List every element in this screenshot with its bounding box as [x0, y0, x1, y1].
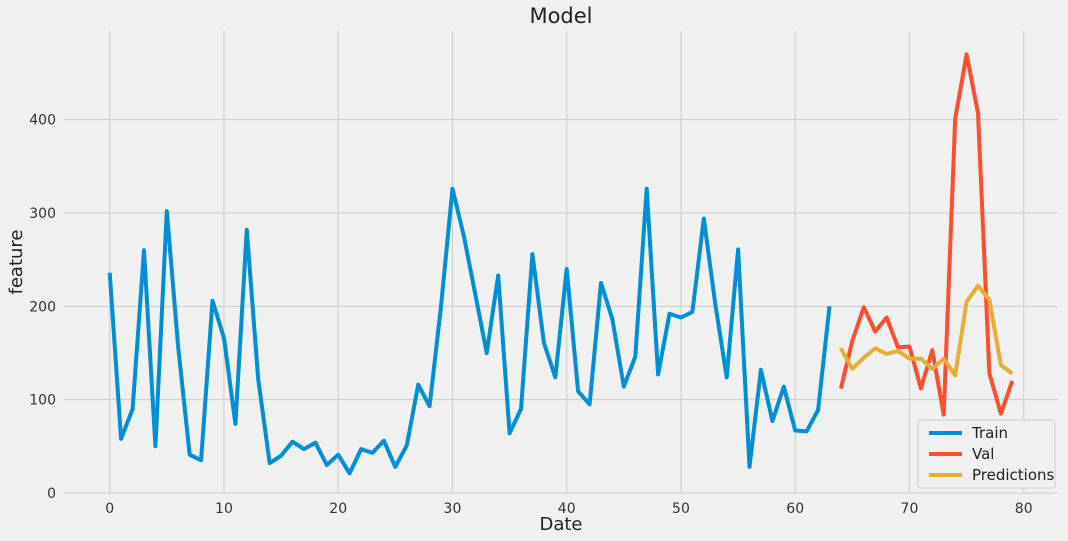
y-tick-label: 0 [47, 486, 56, 502]
x-tick-label: 30 [444, 501, 462, 517]
legend-label-predictions: Predictions [972, 466, 1055, 484]
x-tick-label: 0 [105, 501, 114, 517]
legend-box [917, 419, 1056, 489]
series-line-train [107, 186, 832, 476]
series-line-predictions [839, 283, 1014, 378]
legend-label-train: Train [971, 424, 1008, 442]
chart-title: Model [529, 4, 592, 28]
series-line-val [838, 52, 1015, 417]
y-tick-label: 200 [29, 299, 56, 315]
x-tick-label: 70 [901, 501, 919, 517]
y-axis-title: feature [6, 230, 27, 295]
x-tick-label: 50 [672, 501, 690, 517]
x-axis-title: Date [539, 514, 582, 535]
x-tick-label: 40 [558, 501, 576, 517]
x-tick-label: 20 [329, 501, 347, 517]
y-tick-label: 100 [29, 393, 56, 409]
plot-area [107, 52, 1015, 476]
x-tick-label: 80 [1015, 501, 1033, 517]
grid [64, 31, 1058, 494]
legend: Train Val Predictions [917, 419, 1056, 489]
x-axis-ticks: 0 10 20 30 40 50 60 70 80 [105, 501, 1032, 517]
x-tick-label: 10 [215, 501, 233, 517]
legend-label-val: Val [972, 445, 994, 463]
y-axis-ticks: 0 100 200 300 400 [29, 113, 56, 502]
y-tick-label: 400 [29, 113, 56, 129]
x-tick-label: 60 [786, 501, 804, 517]
y-tick-label: 300 [29, 206, 56, 222]
